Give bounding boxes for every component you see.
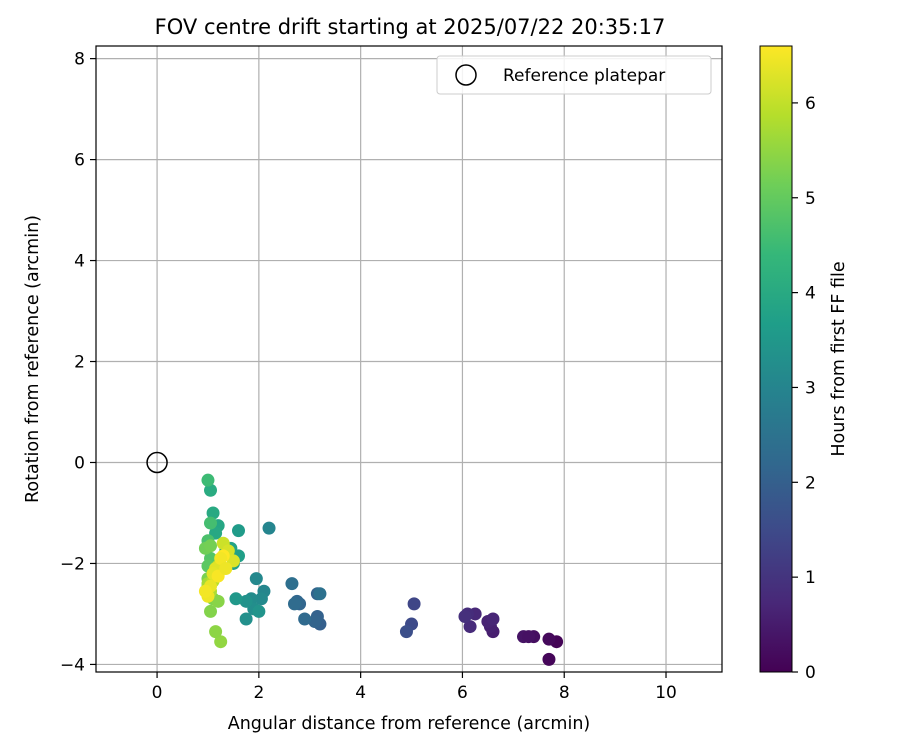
scatter-point [486, 612, 500, 626]
scatter-point [204, 483, 218, 497]
scatter-point [249, 572, 263, 586]
scatter-point [298, 612, 312, 626]
scatter-point [287, 597, 301, 611]
scatter-point [542, 652, 556, 666]
y-tick-label: 4 [74, 252, 85, 272]
colorbar-tick-label: 1 [805, 568, 816, 588]
y-tick-label: 6 [74, 151, 85, 171]
x-tick-label: 0 [152, 683, 163, 703]
scatter-point [239, 594, 253, 608]
colorbar-tick-label: 5 [805, 189, 816, 209]
scatter-point [209, 625, 223, 639]
y-tick-label: 8 [74, 50, 85, 70]
scatter-point [214, 551, 228, 565]
chart-title: FOV centre drift starting at 2025/07/22 … [155, 15, 666, 39]
colorbar [759, 45, 793, 673]
scatter-point [204, 516, 218, 530]
scatter-point [254, 592, 268, 606]
scatter-point [399, 625, 413, 639]
y-axis-ticks: −4 −2 0 2 4 6 8 [60, 50, 96, 675]
x-tick-label: 6 [457, 683, 468, 703]
colorbar-ticks: 0 1 2 3 4 5 6 [792, 94, 816, 683]
scatter-points [198, 473, 564, 666]
scatter-point [262, 521, 276, 535]
legend-marker [455, 64, 477, 86]
legend-box [436, 55, 712, 95]
legend: Reference platepar [436, 55, 712, 95]
reference-marker [146, 451, 168, 474]
scatter-point [463, 620, 477, 634]
scatter-point [204, 539, 218, 553]
colorbar-label: Hours from first FF file [829, 261, 849, 456]
scatter-point [219, 562, 233, 576]
scatter-point [239, 612, 253, 626]
x-tick-label: 2 [253, 683, 264, 703]
scatter-point [542, 632, 556, 646]
colorbar-tick-label: 2 [805, 473, 816, 493]
scatter-point [407, 597, 421, 611]
scatter-point [206, 506, 220, 520]
x-tick-label: 4 [355, 683, 366, 703]
grid [96, 46, 722, 672]
scatter-point [313, 587, 327, 601]
x-axis-label: Angular distance from reference (arcmin) [228, 714, 591, 734]
x-tick-label: 10 [655, 683, 677, 703]
y-tick-label: 2 [74, 353, 85, 373]
scatter-point [201, 473, 215, 487]
scatter-point [204, 604, 218, 618]
scatter-point [252, 604, 266, 618]
scatter-point [308, 615, 322, 629]
plot-frame [95, 45, 723, 673]
scatter-point [458, 609, 472, 623]
scatter-point [198, 584, 212, 598]
colorbar-tick-label: 3 [805, 378, 816, 398]
y-tick-label: 0 [74, 453, 85, 473]
scatter-point [522, 630, 536, 644]
colorbar-tick-label: 0 [805, 663, 816, 683]
legend-label: Reference platepar [503, 66, 665, 86]
scatter-point [211, 594, 225, 608]
scatter-point [214, 635, 228, 649]
colorbar-tick-label: 4 [805, 284, 816, 304]
y-tick-label: −2 [60, 554, 85, 574]
scatter-point [285, 577, 299, 591]
colorbar-tick-label: 6 [805, 94, 816, 114]
x-tick-label: 8 [559, 683, 570, 703]
x-axis-ticks: 0 2 4 6 8 10 [152, 672, 677, 703]
scatter-point [229, 592, 243, 606]
y-axis-label: Rotation from reference (arcmin) [23, 215, 43, 503]
y-tick-label: −4 [60, 655, 85, 675]
scatter-point [232, 524, 246, 538]
